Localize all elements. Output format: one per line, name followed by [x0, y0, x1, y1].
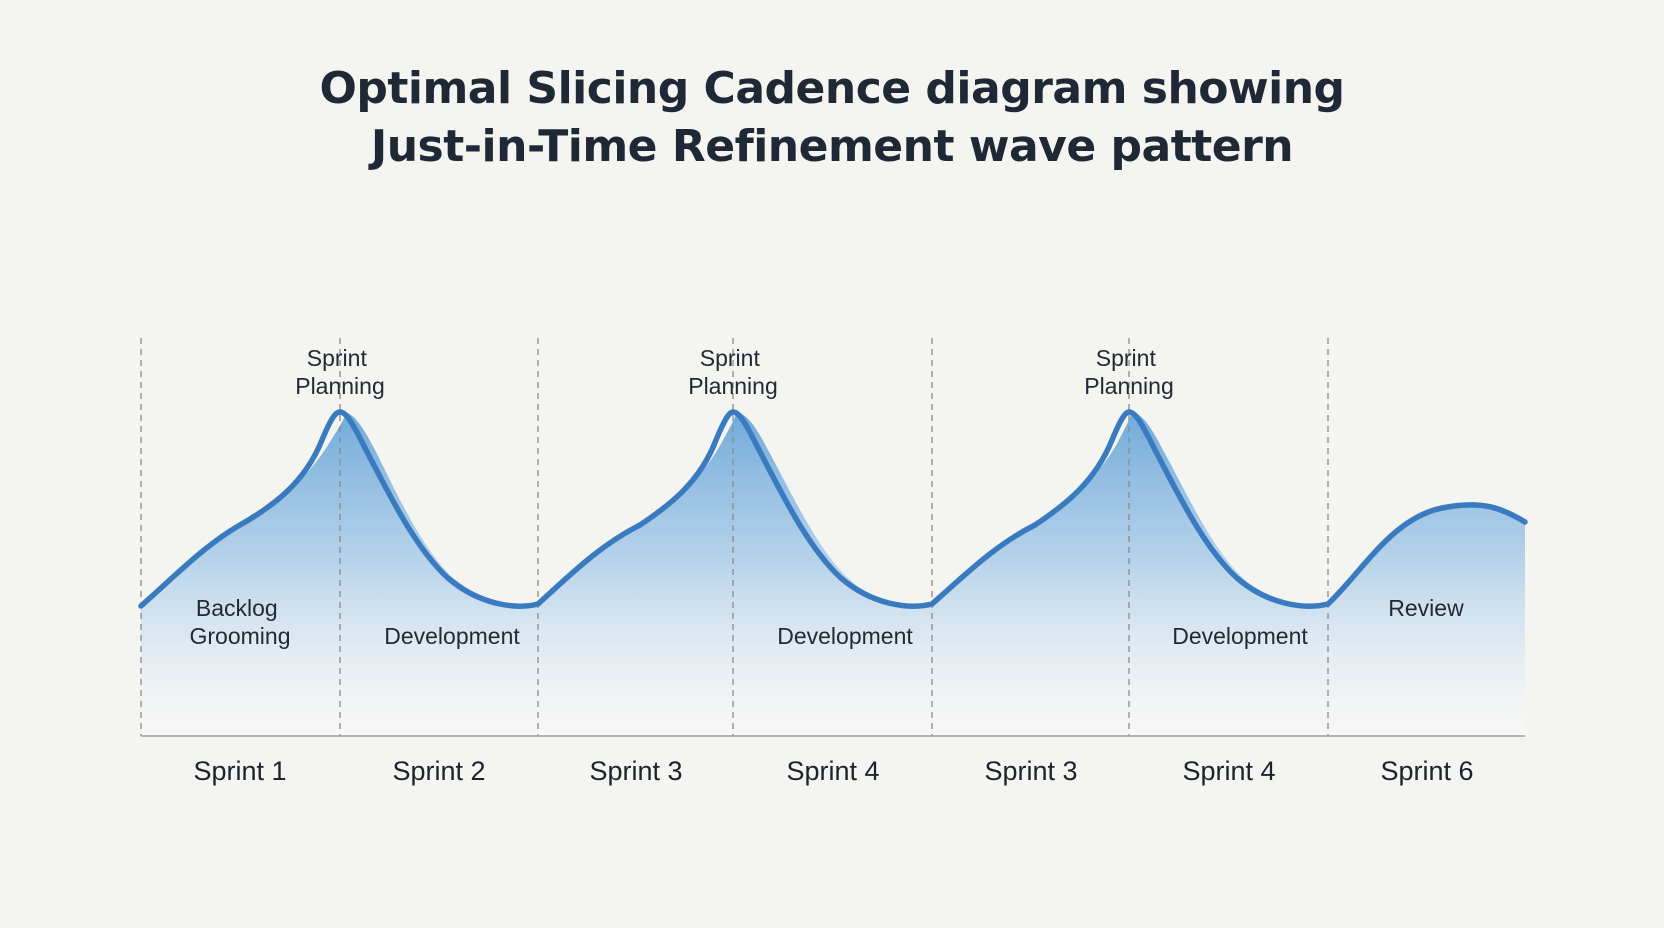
phase-label-development-2: Development — [777, 623, 913, 649]
sprint-labels: Sprint 1 Sprint 2 Sprint 3 Sprint 4 Spri… — [193, 756, 1473, 786]
phase-labels: Backlog Grooming Sprint Planning Develop… — [190, 345, 1465, 649]
sprint-label: Sprint 4 — [1182, 756, 1275, 786]
phase-label-line: Development — [384, 623, 520, 649]
phase-label-development-1: Development — [384, 623, 520, 649]
phase-label-sprint-planning-1: Sprint Planning — [295, 345, 385, 399]
phase-label-review: Review — [1388, 595, 1464, 621]
sprint-label: Sprint 2 — [392, 756, 485, 786]
sprint-dividers — [140, 338, 1329, 736]
phase-label-backlog-grooming: Backlog Grooming — [190, 595, 291, 649]
title-line-2: Just-in-Time Refinement wave pattern — [370, 121, 1294, 172]
phase-label-sprint-planning-3: Sprint Planning — [1084, 345, 1174, 399]
phase-label-sprint-planning-2: Sprint Planning — [688, 345, 778, 399]
sprint-label: Sprint 4 — [786, 756, 879, 786]
sprint-label: Sprint 6 — [1380, 756, 1473, 786]
phase-label-line: Review — [1388, 595, 1464, 621]
phase-label-line: Sprint — [700, 345, 761, 371]
phase-label-line: Planning — [1084, 373, 1174, 399]
sprint-label: Sprint 1 — [193, 756, 286, 786]
phase-label-line: Development — [777, 623, 913, 649]
phase-label-line: Grooming — [190, 623, 291, 649]
phase-label-line: Sprint — [1096, 345, 1157, 371]
phase-label-line: Development — [1172, 623, 1308, 649]
phase-label-development-3: Development — [1172, 623, 1308, 649]
phase-label-line: Planning — [688, 373, 778, 399]
phase-label-line: Backlog — [196, 595, 278, 621]
diagram-title: Optimal Slicing Cadence diagram showing … — [0, 60, 1664, 176]
sprint-label: Sprint 3 — [984, 756, 1077, 786]
phase-label-line: Planning — [295, 373, 385, 399]
phase-label-line: Sprint — [307, 345, 368, 371]
title-line-1: Optimal Slicing Cadence diagram showing — [319, 63, 1345, 114]
sprint-label: Sprint 3 — [589, 756, 682, 786]
wave-line — [138, 409, 1528, 609]
